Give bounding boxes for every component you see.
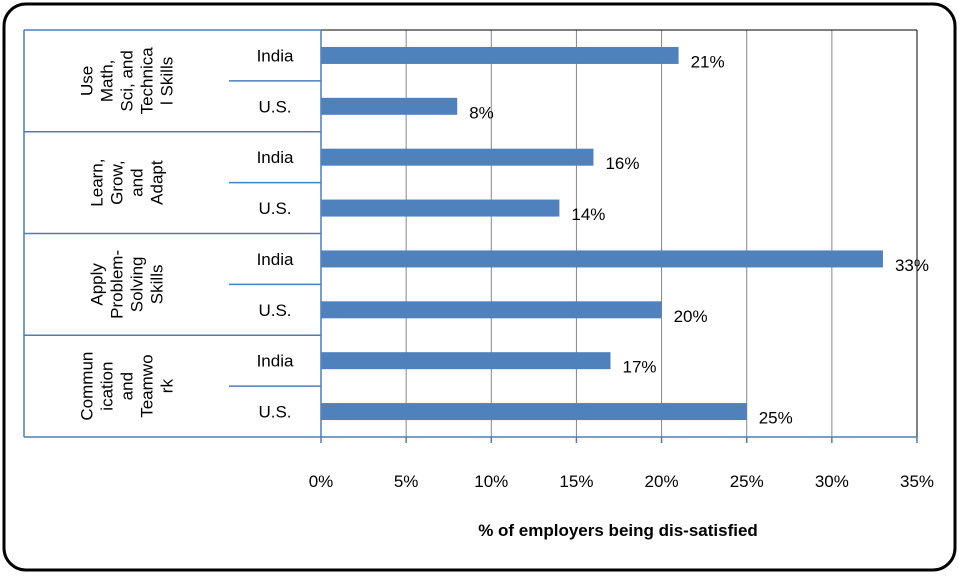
x-axis-title: % of employers being dis-satisfied [478,521,758,540]
category-label: India [257,352,294,371]
group-label-line: Adapt [148,160,167,205]
group-label-line: Use [78,66,97,96]
group-label-line: Commun [78,352,97,421]
category-label: India [257,46,294,65]
bar [321,301,662,319]
data-label: 21% [691,52,725,71]
group-label: CommunicationandTeamwork [78,352,177,421]
bar [321,199,560,217]
group-label: ApplyProblem-SolvingSkills [88,250,167,319]
x-tick-label: 0% [309,472,334,491]
x-tick-label: 10% [474,472,508,491]
x-tick-label: 25% [730,472,764,491]
category-label: U.S. [258,199,291,218]
group-label-line: Grow, [108,160,127,204]
group-label-line: Skills [148,265,167,305]
group-label-line: Solving [128,256,147,312]
data-label: 14% [571,205,605,224]
chart-frame [2,2,957,572]
group-label-line: l Skills [158,57,177,105]
x-tick-label: 20% [645,472,679,491]
x-tick-label: 30% [815,472,849,491]
x-tick-label: 35% [900,472,934,491]
category-label: U.S. [258,97,291,116]
group-label-line: Math, [98,60,117,103]
category-label: India [257,250,294,269]
labels: 0% 5% 10% 15% 20% 25% 30% 35% India 21% U.S. 8% Indi… [78,46,935,491]
bar [321,97,458,115]
category-label: U.S. [258,301,291,320]
group-label-line: Sci, and [118,50,137,111]
group-label-line: Teamwo [138,354,157,417]
category-label: India [257,148,294,167]
group-label: Learn,Grow,andAdapt [88,159,167,207]
group-label-line: rk [158,379,177,394]
group-label-line: Apply [88,263,107,306]
bars [321,46,883,421]
group-label-line: and [128,168,147,196]
data-label: 25% [759,409,793,428]
bar [321,403,747,421]
group-label-line: ication [98,362,117,411]
x-tick-label: 15% [559,472,593,491]
group-label: UseMath,Sci, andTechnical Skills [78,47,177,115]
data-label: 16% [605,154,639,173]
bar [321,352,611,370]
data-label: 17% [622,358,656,377]
data-label: 33% [895,256,929,275]
bar [321,250,883,268]
bar [321,148,594,166]
data-label: 20% [674,307,708,326]
group-label-line: Technica [138,47,157,115]
group-label-line: Learn, [88,159,107,207]
group-label-line: and [118,372,137,400]
category-label: U.S. [258,403,291,422]
data-label: 8% [469,103,494,122]
group-label-line: Problem- [108,250,127,319]
bar [321,46,679,64]
x-tick-label: 5% [394,472,419,491]
